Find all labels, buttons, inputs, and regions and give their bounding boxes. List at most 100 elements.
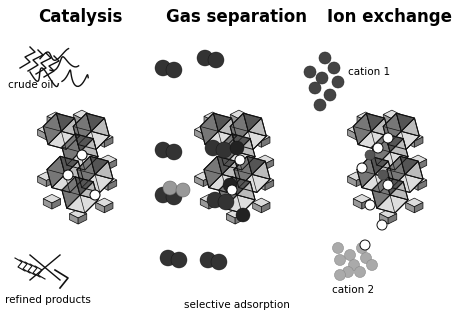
Circle shape — [304, 66, 316, 78]
Polygon shape — [372, 134, 390, 165]
Polygon shape — [406, 137, 414, 147]
Polygon shape — [56, 113, 74, 131]
Polygon shape — [55, 116, 64, 127]
Circle shape — [230, 141, 244, 155]
Polygon shape — [227, 210, 244, 218]
Polygon shape — [232, 177, 250, 195]
Polygon shape — [235, 131, 266, 149]
Polygon shape — [253, 203, 261, 213]
Polygon shape — [195, 172, 212, 180]
Text: selective adsorption: selective adsorption — [184, 300, 290, 310]
Polygon shape — [80, 182, 98, 200]
Circle shape — [155, 187, 171, 203]
Circle shape — [155, 142, 171, 158]
Circle shape — [356, 242, 367, 253]
Circle shape — [373, 143, 383, 153]
Polygon shape — [353, 199, 362, 209]
Polygon shape — [414, 137, 423, 147]
Polygon shape — [204, 116, 213, 127]
Polygon shape — [410, 159, 418, 170]
Polygon shape — [347, 176, 356, 187]
Text: crude oil: crude oil — [8, 80, 54, 90]
Polygon shape — [205, 131, 237, 149]
Polygon shape — [261, 203, 270, 213]
Polygon shape — [353, 113, 371, 144]
Polygon shape — [82, 114, 91, 125]
Polygon shape — [406, 203, 414, 213]
Polygon shape — [390, 139, 408, 157]
Polygon shape — [75, 177, 93, 195]
Polygon shape — [37, 176, 46, 187]
Polygon shape — [400, 156, 418, 174]
Circle shape — [90, 190, 100, 200]
Circle shape — [155, 60, 171, 76]
Polygon shape — [62, 134, 80, 165]
Polygon shape — [362, 199, 371, 209]
Polygon shape — [73, 114, 82, 125]
Polygon shape — [347, 172, 365, 180]
Circle shape — [166, 144, 182, 160]
Polygon shape — [209, 174, 240, 192]
Circle shape — [319, 52, 331, 64]
Circle shape — [236, 208, 250, 222]
Polygon shape — [217, 156, 235, 174]
Polygon shape — [37, 172, 55, 180]
Polygon shape — [52, 199, 61, 209]
Polygon shape — [47, 116, 55, 127]
Polygon shape — [414, 203, 423, 213]
Polygon shape — [401, 118, 419, 136]
Polygon shape — [256, 155, 273, 164]
Polygon shape — [47, 156, 65, 188]
Polygon shape — [47, 112, 64, 121]
Polygon shape — [60, 156, 78, 174]
Circle shape — [166, 62, 182, 78]
Polygon shape — [371, 118, 389, 136]
Polygon shape — [247, 156, 265, 174]
Polygon shape — [347, 130, 356, 140]
Polygon shape — [406, 198, 423, 207]
Text: cation 1: cation 1 — [348, 67, 390, 77]
Polygon shape — [383, 114, 392, 125]
Polygon shape — [201, 199, 209, 209]
Circle shape — [383, 133, 393, 143]
Circle shape — [197, 50, 213, 66]
Circle shape — [345, 250, 356, 260]
Circle shape — [309, 82, 321, 94]
Polygon shape — [82, 174, 113, 192]
Polygon shape — [213, 116, 221, 127]
Polygon shape — [356, 130, 365, 140]
Text: Catalysis: Catalysis — [38, 8, 122, 26]
Polygon shape — [203, 130, 212, 140]
Polygon shape — [195, 130, 203, 140]
Circle shape — [166, 189, 182, 205]
Polygon shape — [237, 139, 255, 157]
Polygon shape — [46, 176, 55, 187]
Polygon shape — [405, 161, 423, 179]
Polygon shape — [377, 195, 408, 213]
Polygon shape — [201, 194, 218, 203]
Circle shape — [378, 170, 388, 180]
Polygon shape — [46, 130, 55, 140]
Circle shape — [365, 200, 375, 210]
Circle shape — [361, 252, 372, 264]
Polygon shape — [67, 195, 98, 213]
Polygon shape — [383, 110, 401, 119]
Polygon shape — [195, 176, 203, 187]
Text: refined products: refined products — [5, 295, 91, 305]
Circle shape — [335, 270, 346, 281]
Polygon shape — [256, 176, 273, 184]
Polygon shape — [195, 125, 212, 134]
Polygon shape — [65, 161, 83, 179]
Polygon shape — [61, 118, 79, 136]
Polygon shape — [230, 113, 248, 144]
Polygon shape — [96, 203, 104, 213]
Polygon shape — [375, 161, 393, 179]
Polygon shape — [380, 214, 388, 224]
Polygon shape — [388, 214, 397, 224]
Circle shape — [366, 259, 377, 270]
Polygon shape — [253, 133, 270, 141]
Polygon shape — [48, 131, 79, 149]
Polygon shape — [100, 159, 108, 170]
Polygon shape — [256, 180, 265, 190]
Polygon shape — [62, 177, 80, 208]
